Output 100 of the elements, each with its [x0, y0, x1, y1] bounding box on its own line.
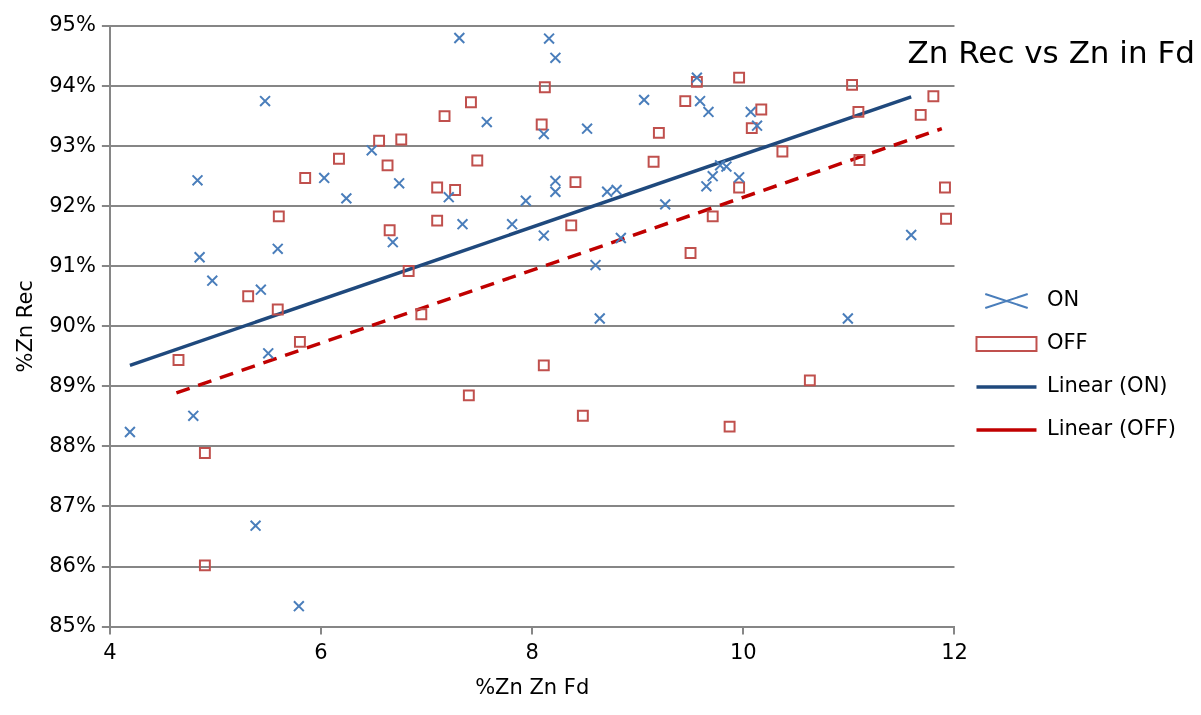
point: [438, 110, 451, 123]
y-axis-title: %Zn Rec: [13, 280, 38, 373]
point: [431, 214, 444, 227]
point: [841, 312, 854, 325]
point: [453, 32, 466, 44]
point: [538, 81, 551, 94]
point: [381, 159, 394, 172]
point: [537, 229, 550, 242]
point: [745, 122, 758, 135]
point: [271, 242, 284, 255]
point: [647, 155, 660, 168]
x-tick-label: 12: [941, 639, 968, 664]
point: [610, 184, 623, 196]
point: [272, 210, 285, 223]
point: [846, 78, 859, 91]
point: [198, 447, 211, 459]
point: [172, 353, 185, 366]
legend-label: Linear (OFF): [1046, 416, 1176, 441]
point: [333, 152, 345, 165]
point: [271, 303, 284, 316]
point: [431, 181, 444, 194]
point: [543, 32, 556, 45]
point: [249, 519, 262, 532]
point: [706, 170, 719, 183]
point: [652, 126, 665, 139]
point: [242, 290, 255, 303]
point: [853, 153, 866, 166]
point: [694, 95, 706, 108]
y-tick-label: 95%: [49, 12, 96, 37]
x-tick-label: 4: [103, 639, 117, 664]
legend-label: ON: [1046, 287, 1080, 312]
point: [589, 259, 602, 271]
point: [373, 134, 386, 147]
point: [706, 210, 719, 223]
point: [751, 119, 764, 132]
point: [659, 198, 672, 211]
point: [593, 312, 606, 325]
point: [415, 308, 428, 321]
point: [684, 247, 697, 259]
point: [733, 181, 746, 194]
point: [340, 192, 353, 205]
point: [465, 96, 477, 109]
point: [940, 212, 952, 225]
point: [292, 600, 305, 613]
point: [206, 274, 219, 287]
point: [262, 347, 275, 360]
point: [456, 218, 469, 231]
point: [690, 71, 703, 84]
y-tick-label: 86%: [49, 552, 96, 577]
point: [193, 251, 206, 264]
y-tick-label: 85%: [49, 613, 96, 638]
legend-label: Linear (ON): [1046, 373, 1168, 398]
point: [565, 219, 578, 232]
point: [506, 218, 519, 231]
point: [569, 176, 582, 189]
point: [537, 359, 550, 372]
point: [939, 181, 951, 194]
x-tick-label: 10: [729, 639, 757, 664]
point: [383, 224, 396, 237]
y-tick-label: 90%: [49, 312, 96, 337]
point: [442, 191, 455, 204]
point: [293, 335, 306, 348]
point: [733, 71, 746, 84]
point: [549, 51, 562, 64]
point: [776, 145, 789, 158]
point: [601, 185, 614, 198]
x-axis-title: %Zn Zn Fd: [475, 674, 590, 699]
point: [720, 160, 733, 173]
point: [723, 420, 736, 433]
y-tick-label: 87%: [49, 492, 96, 517]
point: [614, 232, 627, 244]
point: [744, 105, 757, 118]
point: [386, 236, 399, 249]
point: [702, 105, 715, 118]
point: [299, 172, 312, 184]
point: [714, 159, 727, 172]
point: [576, 409, 589, 422]
y-tick-label: 92%: [49, 192, 96, 217]
point: [449, 184, 462, 196]
point: [480, 116, 493, 129]
point: [905, 229, 918, 241]
point: [803, 374, 816, 387]
y-tick-label: 93%: [49, 132, 96, 157]
point: [365, 144, 378, 157]
point: [700, 180, 713, 193]
point: [535, 118, 548, 131]
y-tick-label: 94%: [49, 72, 96, 97]
point: [318, 172, 331, 184]
point: [927, 90, 940, 103]
legend-label: OFF: [1046, 330, 1088, 355]
point: [690, 75, 703, 88]
point: [198, 559, 211, 572]
point: [254, 283, 267, 296]
x-tick-label: 8: [525, 639, 539, 664]
point: [259, 95, 272, 108]
point: [914, 108, 927, 121]
point: [679, 95, 692, 108]
point: [537, 128, 550, 141]
point: [393, 177, 406, 190]
text: Zn Rec vs Zn in Fd: [907, 34, 1195, 71]
